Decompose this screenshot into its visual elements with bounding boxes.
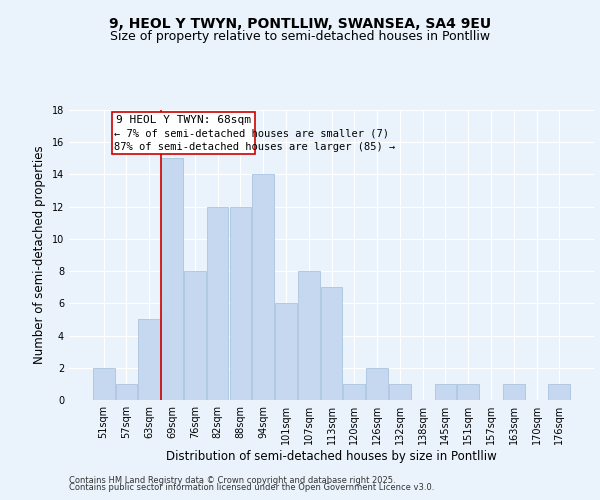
Bar	[139, 320, 160, 400]
Text: 9 HEOL Y TWYN: 68sqm: 9 HEOL Y TWYN: 68sqm	[116, 115, 251, 125]
Bar	[93, 368, 115, 400]
Bar	[230, 206, 251, 400]
Bar	[548, 384, 570, 400]
Bar	[343, 384, 365, 400]
Bar	[434, 384, 456, 400]
X-axis label: Distribution of semi-detached houses by size in Pontlliw: Distribution of semi-detached houses by …	[166, 450, 497, 463]
Bar	[184, 271, 206, 400]
Bar	[320, 287, 343, 400]
Text: Contains HM Land Registry data © Crown copyright and database right 2025.: Contains HM Land Registry data © Crown c…	[69, 476, 395, 485]
Bar	[389, 384, 410, 400]
Bar	[366, 368, 388, 400]
Text: Size of property relative to semi-detached houses in Pontlliw: Size of property relative to semi-detach…	[110, 30, 490, 43]
Bar	[253, 174, 274, 400]
Bar	[116, 384, 137, 400]
Text: Contains public sector information licensed under the Open Government Licence v3: Contains public sector information licen…	[69, 484, 434, 492]
Text: 9, HEOL Y TWYN, PONTLLIW, SWANSEA, SA4 9EU: 9, HEOL Y TWYN, PONTLLIW, SWANSEA, SA4 9…	[109, 18, 491, 32]
Bar	[275, 304, 297, 400]
Text: ← 7% of semi-detached houses are smaller (7): ← 7% of semi-detached houses are smaller…	[114, 128, 389, 138]
Bar	[457, 384, 479, 400]
Y-axis label: Number of semi-detached properties: Number of semi-detached properties	[33, 146, 46, 364]
FancyBboxPatch shape	[112, 112, 255, 154]
Bar	[298, 271, 320, 400]
Bar	[161, 158, 183, 400]
Bar	[503, 384, 524, 400]
Text: 87% of semi-detached houses are larger (85) →: 87% of semi-detached houses are larger (…	[114, 142, 395, 152]
Bar	[207, 206, 229, 400]
